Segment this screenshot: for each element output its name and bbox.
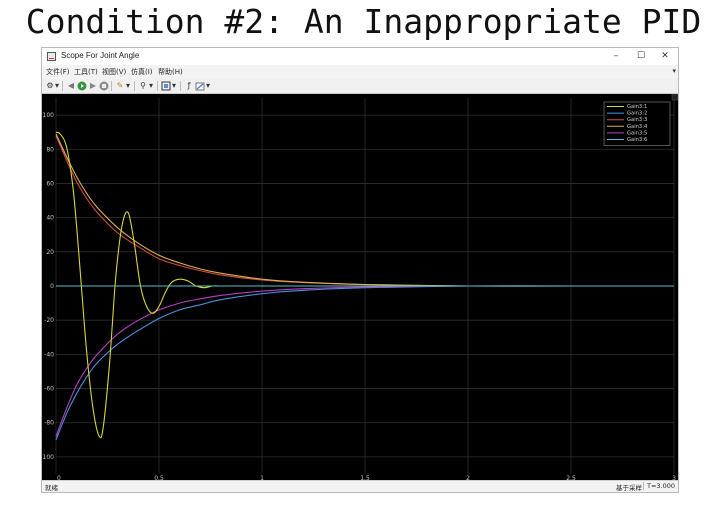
dropdown-icon[interactable]: ▾ [54, 81, 59, 90]
y-tick-label: -60 [44, 386, 54, 393]
edit-icon[interactable] [195, 81, 205, 91]
scope-plot[interactable]: 0 0.5 1 1.5 2 2.5 3 -100 -80 -60 -40 -20 0 20 40 60 80 10… [40, 93, 679, 482]
status-time: T=3.000 [642, 482, 675, 490]
legend-label: Gain3:5 [627, 130, 647, 136]
toolbar-separator [111, 81, 112, 91]
menu-overflow-icon[interactable]: ▾ [672, 67, 676, 75]
dropdown-icon[interactable]: ▾ [148, 81, 153, 90]
x-tick-label: 2 [466, 475, 470, 482]
x-tick-label: 1.5 [360, 475, 370, 482]
toolbar: ⚙ ▾ ◀ ▶ ✎ ▾ ⚲ ▾ ▾ ƒ ▾ [42, 79, 678, 94]
status-sample-mode: 基于采样 [616, 484, 642, 492]
run-icon[interactable] [77, 81, 87, 91]
toolbar-separator [62, 81, 63, 91]
y-tick-label: -20 [44, 317, 54, 324]
scope-app-icon [47, 52, 56, 61]
menu-view[interactable]: 视图(V) [102, 68, 127, 76]
toolbar-separator [157, 81, 158, 91]
x-tick-label: 2.5 [566, 475, 576, 482]
plot-lines [55, 131, 674, 441]
y-tick-label: 20 [46, 249, 54, 256]
maximize-button[interactable]: ☐ [636, 51, 646, 61]
x-tick-label: 1 [260, 475, 264, 482]
legend[interactable]: Gain3:1Gain3:2Gain3:3Gain3:4Gain3:5Gain3… [603, 101, 671, 146]
y-tick-label: -80 [44, 420, 54, 427]
y-tick-label: -100 [42, 454, 54, 461]
x-tick-label: 0.5 [154, 475, 164, 482]
y-tick-label: -40 [44, 351, 54, 358]
legend-label: Gain3:4 [627, 124, 648, 130]
y-tick-label: 80 [46, 146, 54, 153]
stop-icon[interactable] [99, 81, 109, 91]
y-tick-label: 100 [43, 112, 55, 119]
step-back-icon[interactable]: ◀ [67, 81, 75, 90]
fit-icon[interactable] [161, 81, 171, 91]
legend-label: Gain3:1 [627, 104, 647, 110]
highlight-icon[interactable]: ✎ [116, 81, 124, 90]
menu-tools[interactable]: 工具(T) [74, 68, 98, 76]
menu-bar: 文件(F) 工具(T) 视图(V) 仿真(I) 帮助(H) ▾ [42, 66, 678, 78]
menu-simulation[interactable]: 仿真(I) [131, 68, 153, 76]
close-button[interactable]: ✕ [661, 51, 669, 61]
axis-ticks: 0 0.5 1 1.5 2 2.5 3 -100 -80 -60 -40 -20 0 20 40 60 80 10… [40, 112, 676, 482]
legend-label: Gain3:3 [627, 117, 647, 123]
y-tick-label: 60 [46, 180, 54, 187]
status-ready: 就绪 [45, 484, 58, 492]
title-bar[interactable]: Scope For Joint Angle – ☐ ✕ [42, 48, 678, 65]
dropdown-icon[interactable]: ▾ [205, 81, 210, 90]
trigger-icon[interactable]: ƒ [187, 81, 191, 90]
slide-title: Condition #2: An Inappropriate PID [25, 2, 702, 41]
toolbar-separator [134, 81, 135, 91]
x-tick-label: 0 [57, 475, 61, 482]
toolbar-separator [180, 81, 181, 91]
plot-corner-close-icon[interactable] [671, 93, 679, 101]
step-forward-icon[interactable]: ▶ [89, 81, 97, 90]
legend-label: Gain3:2 [627, 111, 647, 117]
menu-help[interactable]: 帮助(H) [158, 68, 183, 76]
legend-box [603, 101, 671, 146]
settings-icon[interactable]: ⚙ [46, 81, 54, 90]
scope-window: Scope For Joint Angle – ☐ ✕ 文件(F) 工具(T) … [40, 47, 679, 493]
legend-label: Gain3:6 [627, 137, 647, 143]
dropdown-icon[interactable]: ▾ [125, 81, 130, 90]
window-title: Scope For Joint Angle [61, 51, 140, 60]
zoom-icon[interactable]: ⚲ [140, 81, 146, 90]
minimize-button[interactable]: – [613, 51, 619, 61]
status-bar: 就绪 基于采样 T=3.000 [42, 480, 678, 492]
menu-file[interactable]: 文件(F) [46, 68, 70, 76]
x-tick-label: 3 [672, 475, 676, 482]
y-tick-label: 0 [50, 283, 54, 290]
dropdown-icon[interactable]: ▾ [171, 81, 176, 90]
y-tick-label: 40 [46, 215, 54, 222]
scope-plot-area[interactable]: 0 0.5 1 1.5 2 2.5 3 -100 -80 -60 -40 -20 0 20 40 60 80 10… [40, 93, 679, 482]
